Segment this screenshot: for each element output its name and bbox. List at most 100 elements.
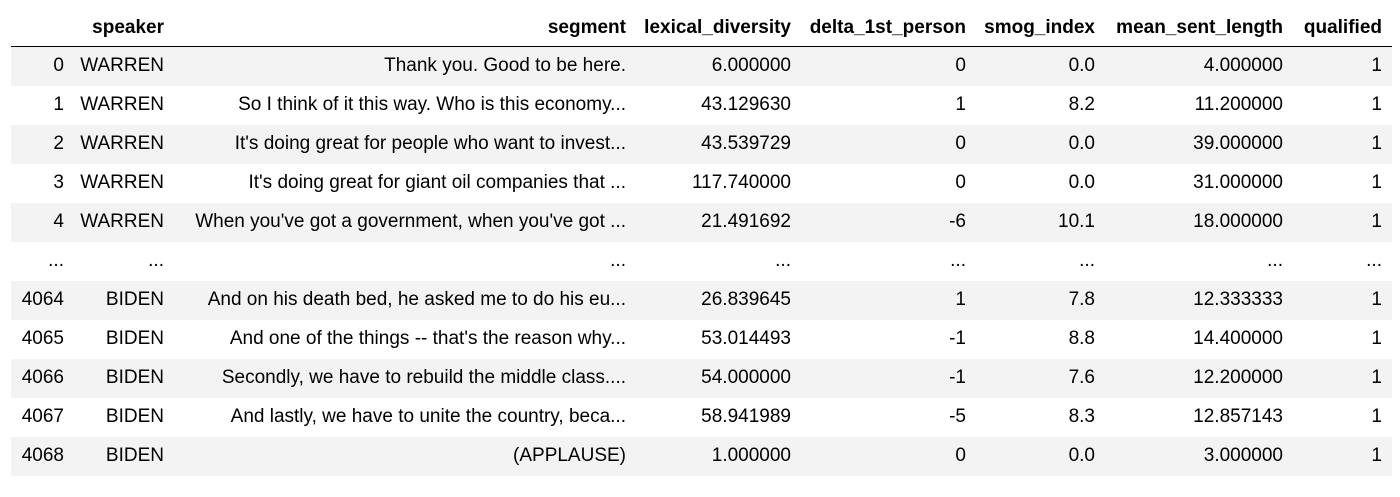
row-index: 3 [53, 172, 64, 193]
cell-mean-sent-length: 4.000000 [1203, 55, 1283, 77]
cell-delta-1st-person: 0 [955, 133, 966, 154]
cell-mean-sent-length: 39.000000 [1193, 133, 1283, 154]
table-header: speaker segment lexical_diversity delta_1st… [11, 10, 1392, 47]
cell-delta-1st-person: 0 [955, 172, 966, 193]
cell-speaker: BIDEN [105, 406, 164, 427]
table-row: 4066 BIDEN Secondly, we have to rebuild th… [11, 358, 1392, 398]
dataframe-table: speaker segment lexical_diversity delta_1st… [11, 10, 1392, 476]
cell-speaker: ... [148, 250, 164, 271]
column-header-lexical-diversity: lexical_diversity [636, 10, 801, 47]
cell-smog-index: 8.8 [1068, 328, 1095, 349]
cell-lexical-diversity: 58.941989 [701, 406, 791, 427]
cell-mean-sent-length: 14.400000 [1193, 328, 1283, 349]
cell-qualified: 1 [1371, 94, 1382, 115]
cell-lexical-diversity: 21.491692 [701, 211, 791, 232]
cell-mean-sent-length: ... [1267, 250, 1283, 271]
cell-delta-1st-person: 1 [955, 289, 966, 310]
table-row: 2 WARREN It's doing great for people who w… [11, 124, 1392, 164]
cell-mean-sent-length: 12.857143 [1193, 406, 1283, 427]
row-index: ... [48, 250, 64, 271]
cell-lexical-diversity: 117.740000 [692, 172, 791, 193]
cell-segment: It's doing great for giant oil companies… [248, 172, 626, 193]
cell-segment: And one of the things -- that's the reas… [229, 328, 626, 349]
cell-lexical-diversity: 43.539729 [701, 133, 791, 154]
cell-segment: It's doing great for people who want to … [234, 133, 626, 154]
cell-speaker: BIDEN [105, 445, 164, 466]
cell-lexical-diversity: 54.000000 [701, 367, 791, 388]
cell-segment: Thank you. Good to be here. [384, 55, 626, 77]
cell-smog-index: 0.0 [1068, 133, 1095, 154]
cell-smog-index: 0.0 [1068, 445, 1095, 466]
cell-delta-1st-person: 0 [955, 445, 966, 466]
cell-segment: ... [610, 250, 626, 271]
column-header-smog-index: smog_index [976, 10, 1105, 47]
cell-smog-index: 10.1 [1058, 211, 1095, 232]
cell-speaker: BIDEN [105, 367, 164, 388]
ellipsis-row: ........................ [11, 241, 1392, 281]
cell-mean-sent-length: 11.200000 [1194, 94, 1283, 115]
cell-delta-1st-person: -5 [949, 406, 966, 427]
cell-segment: (APPLAUSE) [513, 445, 626, 466]
column-header-segment: segment [174, 10, 636, 47]
cell-smog-index: 8.3 [1068, 406, 1095, 427]
row-index: 4068 [21, 445, 64, 466]
cell-lexical-diversity: 26.839645 [701, 289, 791, 310]
column-header-speaker: speaker [74, 10, 174, 47]
cell-delta-1st-person: 0 [955, 55, 966, 77]
row-index: 4066 [21, 367, 64, 388]
cell-smog-index: 0.0 [1068, 55, 1095, 77]
table-row: 1 WARREN So I think of it this way. Who is… [11, 85, 1392, 125]
header-row: speaker segment lexical_diversity delta_1st… [11, 10, 1392, 47]
cell-mean-sent-length: 12.200000 [1193, 367, 1283, 388]
cell-lexical-diversity: 1.000000 [711, 445, 791, 466]
cell-smog-index: 0.0 [1068, 172, 1095, 193]
row-index: 1 [53, 94, 64, 115]
table-body: 0 WARREN Thank you. Good to be here. 6.0000… [11, 46, 1392, 476]
cell-lexical-diversity: 6.000000 [711, 55, 791, 77]
cell-smog-index: 7.8 [1068, 289, 1095, 310]
table-row: 0 WARREN Thank you. Good to be here. 6.0000… [11, 46, 1392, 86]
cell-speaker: WARREN [80, 55, 164, 77]
cell-smog-index: 7.6 [1068, 367, 1095, 388]
cell-qualified: 1 [1371, 445, 1382, 466]
row-index: 4 [53, 211, 64, 232]
cell-lexical-diversity: 43.129630 [701, 94, 791, 115]
cell-qualified: 1 [1371, 211, 1382, 232]
column-header-qualified: qualified [1293, 10, 1392, 47]
cell-qualified: 1 [1371, 406, 1382, 427]
cell-smog-index: 8.2 [1068, 94, 1095, 115]
cell-qualified: 1 [1371, 289, 1382, 310]
cell-delta-1st-person: -1 [949, 328, 966, 349]
cell-delta-1st-person: 1 [955, 94, 966, 115]
cell-qualified: 1 [1371, 328, 1382, 349]
cell-smog-index: ... [1079, 250, 1095, 271]
column-header-delta-1st-person: delta_1st_person [801, 10, 976, 47]
cell-segment: So I think of it this way. Who is this e… [238, 94, 626, 115]
column-header-mean-sent-length: mean_sent_length [1105, 10, 1293, 47]
cell-mean-sent-length: 18.000000 [1193, 211, 1283, 232]
table-row: 3 WARREN It's doing great for giant oil co… [11, 163, 1392, 203]
cell-mean-sent-length: 3.000000 [1203, 445, 1283, 466]
dataframe-output: speaker segment lexical_diversity delta_1st… [11, 10, 1392, 476]
cell-mean-sent-length: 12.333333 [1193, 289, 1283, 310]
cell-segment: And on his death bed, he asked me to do … [207, 289, 626, 310]
row-index: 4067 [21, 406, 64, 427]
cell-speaker: BIDEN [105, 328, 164, 349]
table-row: 4065 BIDEN And one of the things -- that's… [11, 319, 1392, 359]
cell-qualified: 1 [1371, 133, 1382, 154]
row-index: 2 [53, 133, 64, 154]
table-row: 4067 BIDEN And lastly, we have to unite th… [11, 397, 1392, 437]
cell-lexical-diversity: 53.014493 [701, 328, 791, 349]
row-index: 4064 [21, 289, 64, 310]
cell-speaker: WARREN [80, 211, 164, 232]
cell-speaker: BIDEN [105, 289, 164, 310]
cell-speaker: WARREN [80, 133, 164, 154]
row-index: 4065 [21, 328, 64, 349]
table-row: 4 WARREN When you've got a government, whe… [11, 202, 1392, 242]
row-index: 0 [53, 55, 64, 77]
cell-lexical-diversity: ... [775, 250, 791, 271]
cell-qualified: ... [1366, 250, 1382, 271]
cell-speaker: WARREN [80, 172, 164, 193]
cell-qualified: 1 [1371, 367, 1382, 388]
table-row: 4068 BIDEN (APPLAUSE) 1.000000 0 0.0 3.000000 1 [11, 436, 1392, 476]
